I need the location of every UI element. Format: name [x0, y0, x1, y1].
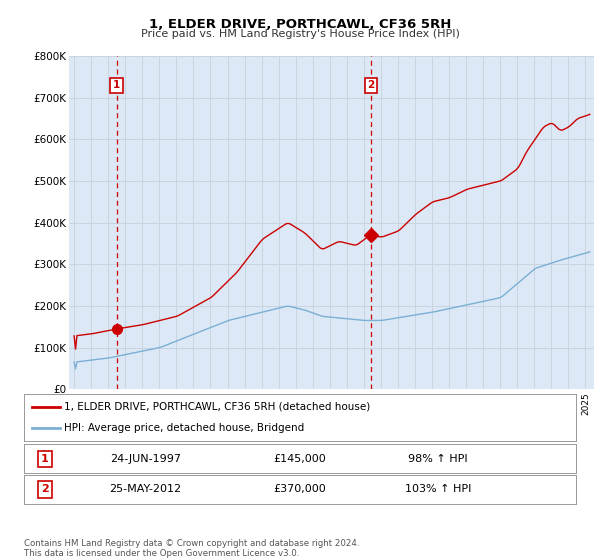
Text: 103% ↑ HPI: 103% ↑ HPI [405, 484, 471, 494]
Text: Contains HM Land Registry data © Crown copyright and database right 2024.
This d: Contains HM Land Registry data © Crown c… [24, 539, 359, 558]
Text: 98% ↑ HPI: 98% ↑ HPI [408, 454, 468, 464]
Text: 1: 1 [41, 454, 49, 464]
Text: 1, ELDER DRIVE, PORTHCAWL, CF36 5RH: 1, ELDER DRIVE, PORTHCAWL, CF36 5RH [149, 18, 451, 31]
Text: HPI: Average price, detached house, Bridgend: HPI: Average price, detached house, Brid… [64, 423, 305, 433]
Text: 2: 2 [367, 80, 374, 90]
Text: 1: 1 [113, 80, 121, 90]
Text: Price paid vs. HM Land Registry's House Price Index (HPI): Price paid vs. HM Land Registry's House … [140, 29, 460, 39]
Text: 24-JUN-1997: 24-JUN-1997 [110, 454, 181, 464]
Text: £370,000: £370,000 [274, 484, 326, 494]
Text: 25-MAY-2012: 25-MAY-2012 [109, 484, 182, 494]
Text: 2: 2 [41, 484, 49, 494]
Text: 1, ELDER DRIVE, PORTHCAWL, CF36 5RH (detached house): 1, ELDER DRIVE, PORTHCAWL, CF36 5RH (det… [64, 402, 371, 412]
Text: £145,000: £145,000 [274, 454, 326, 464]
